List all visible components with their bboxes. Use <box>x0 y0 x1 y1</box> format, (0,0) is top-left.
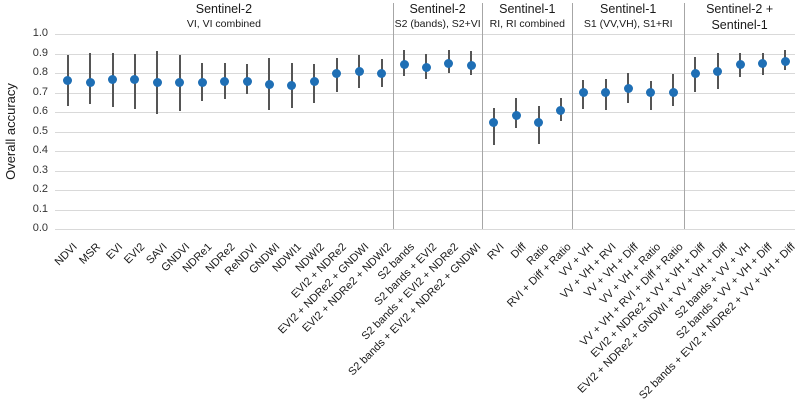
data-point-marker <box>623 84 633 94</box>
data-point-marker <box>197 78 207 88</box>
gridline <box>55 170 795 172</box>
group-header: Sentinel-2 <box>409 2 466 16</box>
y-tick-label: 0.6 <box>32 105 48 117</box>
data-point-marker <box>152 78 162 88</box>
data-point-marker <box>735 59 745 69</box>
group-divider <box>684 3 686 229</box>
data-point-marker <box>399 59 409 69</box>
data-point-marker <box>511 111 521 121</box>
data-point-marker <box>309 77 319 87</box>
group-divider <box>392 3 394 229</box>
data-point-marker <box>578 88 588 97</box>
data-point-marker <box>780 56 790 66</box>
data-point-marker <box>332 68 342 78</box>
y-tick-label: 0.9 <box>32 46 48 59</box>
y-axis-title-text: Overall accuracy <box>2 83 18 180</box>
y-tick-label: 0.3 <box>32 163 48 176</box>
y-tick-label: 0.7 <box>32 85 48 98</box>
data-point-marker <box>220 77 230 87</box>
x-axis-label: EVI2 <box>122 241 148 267</box>
group-divider <box>482 3 484 229</box>
data-point-marker <box>377 68 387 78</box>
group-subheader: VI, VI combined <box>186 18 261 30</box>
gridline <box>55 131 795 133</box>
y-tick-label: 0.5 <box>32 124 48 137</box>
group-subheader: Sentinel-1 <box>711 18 768 32</box>
data-point-marker <box>175 78 185 88</box>
y-tick-label: 0.8 <box>32 66 48 78</box>
data-point-marker <box>354 66 364 76</box>
x-axis-label: MSR <box>76 241 103 267</box>
data-point-marker <box>489 118 499 128</box>
data-point-marker <box>534 118 544 128</box>
gridline <box>55 112 795 113</box>
data-point-marker <box>242 77 252 87</box>
data-point-marker <box>713 66 723 76</box>
data-point-marker <box>758 58 768 68</box>
data-point-marker <box>556 105 566 115</box>
x-axis-label: RVI <box>484 241 507 263</box>
data-point-marker <box>646 88 656 97</box>
gridline <box>55 190 795 191</box>
data-point-marker <box>601 88 611 97</box>
data-point-marker <box>85 78 95 88</box>
data-point-marker <box>264 80 274 90</box>
gridline <box>55 73 795 74</box>
data-point-marker <box>130 75 140 85</box>
group-divider <box>572 3 574 229</box>
group-subheader: S2 (bands), S2+VI <box>394 18 481 30</box>
gridline <box>55 151 795 152</box>
y-tick-label: 0.0 <box>32 222 48 234</box>
y-tick-label: 0.4 <box>32 144 48 156</box>
data-point-marker <box>690 68 700 78</box>
gridline <box>55 92 795 94</box>
y-tick-label: 1.0 <box>32 27 48 39</box>
group-header: Sentinel-1 <box>600 2 657 16</box>
data-point-marker <box>421 62 431 72</box>
group-header: Sentinel-2 <box>195 2 253 16</box>
group-subheader: RI, RI combined <box>489 18 565 30</box>
group-header: Sentinel-2 + <box>706 2 774 16</box>
data-point-marker <box>466 60 476 70</box>
gridline <box>55 53 795 55</box>
data-point-marker <box>444 58 454 68</box>
data-point-marker <box>287 81 297 91</box>
data-point-marker <box>108 75 118 85</box>
data-point-marker <box>668 88 678 97</box>
y-axis-title: Overall accuracy <box>0 34 20 229</box>
y-tick-label: 0.2 <box>32 183 48 195</box>
group-subheader: S1 (VV,VH), S1+RI <box>583 18 673 30</box>
x-axis-label: NDVI <box>53 241 81 269</box>
x-axis-label: EVI <box>104 241 126 263</box>
y-tick-label: 0.1 <box>32 202 48 215</box>
gridline <box>55 34 795 35</box>
data-point-marker <box>63 76 73 86</box>
gridline <box>55 229 795 230</box>
gridline <box>55 209 795 211</box>
group-header: Sentinel-1 <box>499 2 556 16</box>
